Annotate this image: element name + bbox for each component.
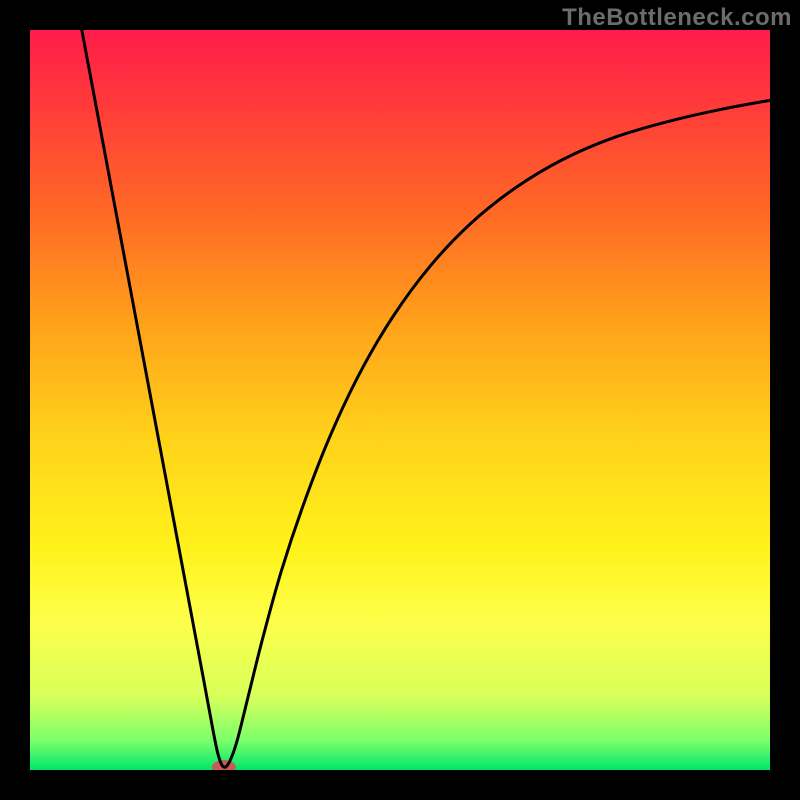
chart-container: TheBottleneck.com <box>0 0 800 800</box>
watermark-text: TheBottleneck.com <box>562 4 792 32</box>
chart-svg <box>30 30 770 770</box>
plot-area <box>30 30 770 770</box>
gradient-background <box>30 30 770 770</box>
